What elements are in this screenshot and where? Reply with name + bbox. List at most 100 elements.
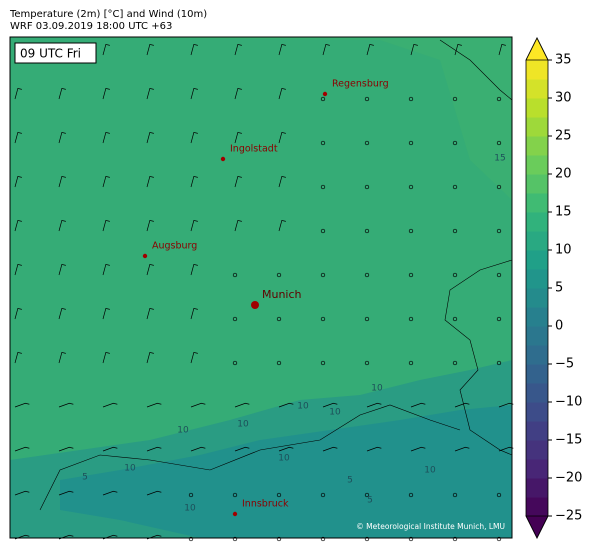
calm-marker (496, 360, 502, 366)
contour-label: 5 (347, 476, 353, 486)
colorbar-tick-label: 0 (555, 319, 563, 334)
calm-marker (452, 316, 458, 322)
colorbar-band (526, 364, 548, 384)
wind-barb (14, 175, 22, 188)
subtitle: WRF 03.09.2019 18:00 UTC +63 (10, 21, 172, 32)
wind-barb (146, 131, 154, 144)
wind-barb (454, 43, 462, 56)
calm-marker (364, 492, 370, 498)
calm-marker (320, 492, 326, 498)
contour-label: 10 (297, 402, 309, 412)
colorbar-band (526, 383, 548, 403)
calm-marker (364, 316, 370, 322)
wind-barb (58, 219, 66, 232)
calm-marker (232, 492, 238, 498)
wind-barb (190, 402, 206, 408)
calm-marker (276, 316, 282, 322)
wind-barb (102, 351, 110, 364)
city-label: Innsbruck (242, 499, 289, 510)
calm-marker (232, 316, 238, 322)
colorbar-band (526, 307, 548, 327)
city-dot (251, 301, 259, 309)
warm-area (10, 37, 512, 200)
calm-marker (408, 96, 414, 102)
wind-barb (190, 87, 198, 100)
alpine-cold-area (60, 405, 512, 538)
calm-marker (320, 184, 326, 190)
calm-marker (496, 492, 502, 498)
wind-barb (190, 307, 198, 320)
calm-marker (320, 272, 326, 278)
calm-marker (276, 492, 282, 498)
credit: © Meteorological Institute Munich, LMU (356, 522, 505, 531)
wind-barb (58, 263, 66, 276)
wind-barb (190, 131, 198, 144)
wind-barb (14, 219, 22, 232)
calm-marker (188, 492, 194, 498)
wind-barb (102, 131, 110, 144)
colorbar-band (526, 497, 548, 517)
calm-marker (276, 536, 282, 542)
colorbar-tick-label: −20 (555, 471, 582, 486)
colorbar-extend-high (525, 37, 549, 61)
map-frame (9, 36, 513, 539)
wind-barb (146, 490, 162, 496)
calm-marker (320, 96, 326, 102)
wind-barb (454, 446, 470, 452)
calm-marker (496, 536, 502, 542)
wind-barb (366, 402, 382, 408)
calm-marker (496, 316, 502, 322)
colorbar-tick-label: 30 (555, 91, 572, 106)
wind-barb (146, 43, 154, 56)
wind-barb (454, 402, 470, 408)
colorbar-band (526, 269, 548, 289)
calm-marker (452, 184, 458, 190)
wind-barb (278, 131, 286, 144)
calm-marker (408, 272, 414, 278)
calm-marker (364, 140, 370, 146)
calm-marker (452, 228, 458, 234)
calm-marker (232, 360, 238, 366)
wind-barb (322, 402, 338, 408)
wind-barb (410, 402, 426, 408)
calm-marker (364, 96, 370, 102)
wind-barb (190, 263, 198, 276)
wind-barb (278, 43, 286, 56)
wind-barb (190, 446, 206, 452)
wind-barb (14, 490, 30, 496)
wind-barb (234, 131, 242, 144)
contour-label: 5 (82, 473, 88, 483)
wind-barb (58, 490, 74, 496)
colorbar-band (526, 79, 548, 99)
calm-marker (188, 536, 194, 542)
wind-barb (58, 446, 74, 452)
calm-marker (364, 272, 370, 278)
wind-barb (146, 87, 154, 100)
wind-barb (366, 446, 382, 452)
wind-barb (102, 307, 110, 320)
colorbar-tick-label: 10 (555, 243, 572, 258)
border (444, 259, 513, 456)
wind-barb (278, 175, 286, 188)
city-dot (322, 91, 328, 97)
wind-barb (102, 263, 110, 276)
colorbar-tick-label: −25 (555, 509, 582, 524)
calm-marker (496, 228, 502, 234)
colorbar-band (526, 98, 548, 118)
colorbar: −25 −20 −15 −10 −5 0 5 10 15 20 25 30 35 (525, 37, 582, 539)
city-label: Ingolstadt (230, 144, 278, 155)
wind-barb (234, 402, 250, 408)
contour-label: 10 (424, 466, 436, 476)
wind-barb (102, 175, 110, 188)
colorbar-tick-label: 25 (555, 129, 572, 144)
colorbar-band (526, 117, 548, 137)
colorbar-band (526, 136, 548, 156)
colorbar-tick-label: 20 (555, 167, 572, 182)
calm-marker (452, 360, 458, 366)
wind-barb (146, 219, 154, 232)
colorbar-band (526, 174, 548, 194)
calm-marker (496, 272, 502, 278)
colorbar-extend-low (525, 515, 549, 539)
wind-barb (146, 263, 154, 276)
